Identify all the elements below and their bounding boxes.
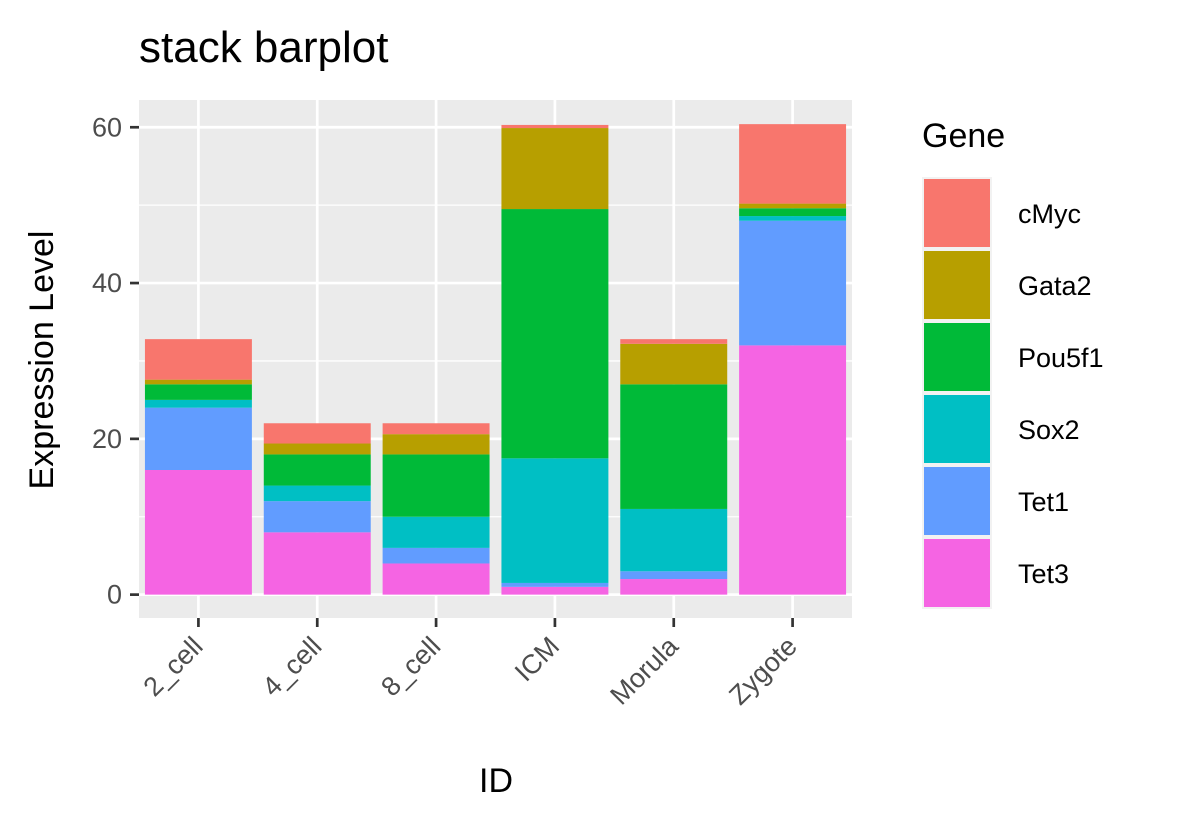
legend-swatch-tet1	[924, 467, 990, 535]
bar-segment-cmyc-2-cell	[144, 339, 252, 380]
bar-segment-sox2-8-cell	[382, 516, 490, 548]
bar-segment-pou5f1-4-cell	[263, 454, 371, 486]
legend-label-gata2: Gata2	[1018, 271, 1092, 301]
bar-segment-pou5f1-morula	[620, 384, 728, 509]
y-tick-label: 20	[92, 424, 122, 454]
legend-swatch-tet3	[924, 539, 990, 607]
y-tick-label: 40	[92, 268, 122, 298]
legend-swatch-cmyc	[924, 179, 990, 247]
bar-segment-tet3-4-cell	[263, 532, 371, 595]
bar-segment-tet3-morula	[620, 579, 728, 595]
bar-segment-pou5f1-zygote	[739, 208, 847, 217]
bar-segment-tet1-4-cell	[263, 501, 371, 533]
bars	[144, 124, 847, 595]
bar-segment-tet3-zygote	[739, 345, 847, 595]
x-axis: 2_cell 4_cell 8_cell ICM Morula Zygote	[138, 618, 803, 711]
bar-segment-tet1-8-cell	[382, 547, 490, 564]
y-axis: 0 20 40 60	[92, 112, 139, 610]
bar-segment-tet1-2-cell	[144, 407, 252, 470]
bar-segment-gata2-morula	[620, 343, 728, 385]
bar-segment-sox2-zygote	[739, 216, 847, 221]
bar-segment-tet1-morula	[620, 571, 728, 580]
bar-segment-pou5f1-icm	[501, 209, 609, 459]
legend-swatch-sox2	[924, 395, 990, 463]
bar-segment-gata2-2-cell	[144, 379, 252, 385]
bar-segment-tet1-zygote	[739, 220, 847, 346]
x-tick-label: 4_cell	[256, 631, 327, 702]
bar-segment-cmyc-4-cell	[263, 423, 371, 444]
x-tick-label: ICM	[509, 631, 565, 687]
bar-segment-cmyc-morula	[620, 339, 728, 344]
legend-label-tet1: Tet1	[1018, 487, 1069, 517]
bar-segment-cmyc-8-cell	[382, 423, 490, 435]
legend: Gene cMyc Gata2 Pou5f1 Sox2 Tet1 Tet3	[922, 117, 1104, 609]
y-tick-label: 0	[107, 580, 122, 610]
bar-segment-cmyc-icm	[501, 124, 609, 129]
chart-title: stack barplot	[139, 23, 388, 72]
bar-segment-pou5f1-8-cell	[382, 454, 490, 517]
bar-segment-gata2-8-cell	[382, 434, 490, 455]
x-tick-label: 2_cell	[138, 631, 209, 702]
bar-segment-sox2-morula	[620, 508, 728, 572]
legend-label-tet3: Tet3	[1018, 559, 1069, 589]
bar-segment-pou5f1-2-cell	[144, 384, 252, 400]
y-tick-label: 60	[92, 112, 122, 142]
bar-segment-tet3-8-cell	[382, 563, 490, 595]
x-tick-label: Zygote	[723, 631, 803, 711]
plot-panel	[139, 100, 852, 618]
bar-segment-tet3-icm	[501, 586, 609, 595]
bar-segment-sox2-icm	[501, 458, 609, 583]
bar-segment-sox2-4-cell	[263, 485, 371, 502]
bar-segment-cmyc-zygote	[739, 124, 847, 204]
bar-segment-gata2-zygote	[739, 203, 847, 209]
bar-segment-tet1-icm	[501, 582, 609, 587]
legend-label-cmyc: cMyc	[1018, 199, 1081, 229]
bar-segment-tet3-2-cell	[144, 470, 252, 595]
bar-segment-gata2-icm	[501, 128, 609, 210]
legend-swatch-gata2	[924, 251, 990, 319]
legend-swatch-pou5f1	[924, 323, 990, 391]
bar-segment-sox2-2-cell	[144, 399, 252, 408]
x-axis-title: ID	[479, 762, 513, 800]
bar-segment-gata2-4-cell	[263, 443, 371, 455]
legend-title: Gene	[922, 117, 1005, 155]
x-tick-label: Morula	[604, 630, 684, 710]
x-tick-label: 8_cell	[375, 631, 446, 702]
legend-label-pou5f1: Pou5f1	[1018, 343, 1104, 373]
legend-label-sox2: Sox2	[1018, 415, 1080, 445]
y-axis-title: Expression Level	[23, 231, 61, 490]
minor-gridlines	[139, 204, 852, 518]
